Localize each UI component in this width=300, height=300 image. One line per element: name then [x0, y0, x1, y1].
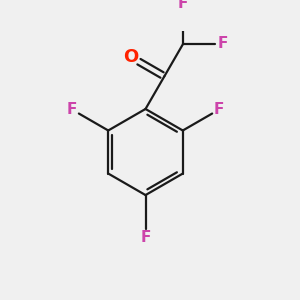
Text: O: O — [123, 48, 138, 66]
Text: F: F — [67, 102, 77, 117]
Text: F: F — [178, 0, 188, 11]
Text: F: F — [218, 36, 229, 51]
Text: F: F — [214, 102, 224, 117]
Text: F: F — [140, 230, 151, 244]
